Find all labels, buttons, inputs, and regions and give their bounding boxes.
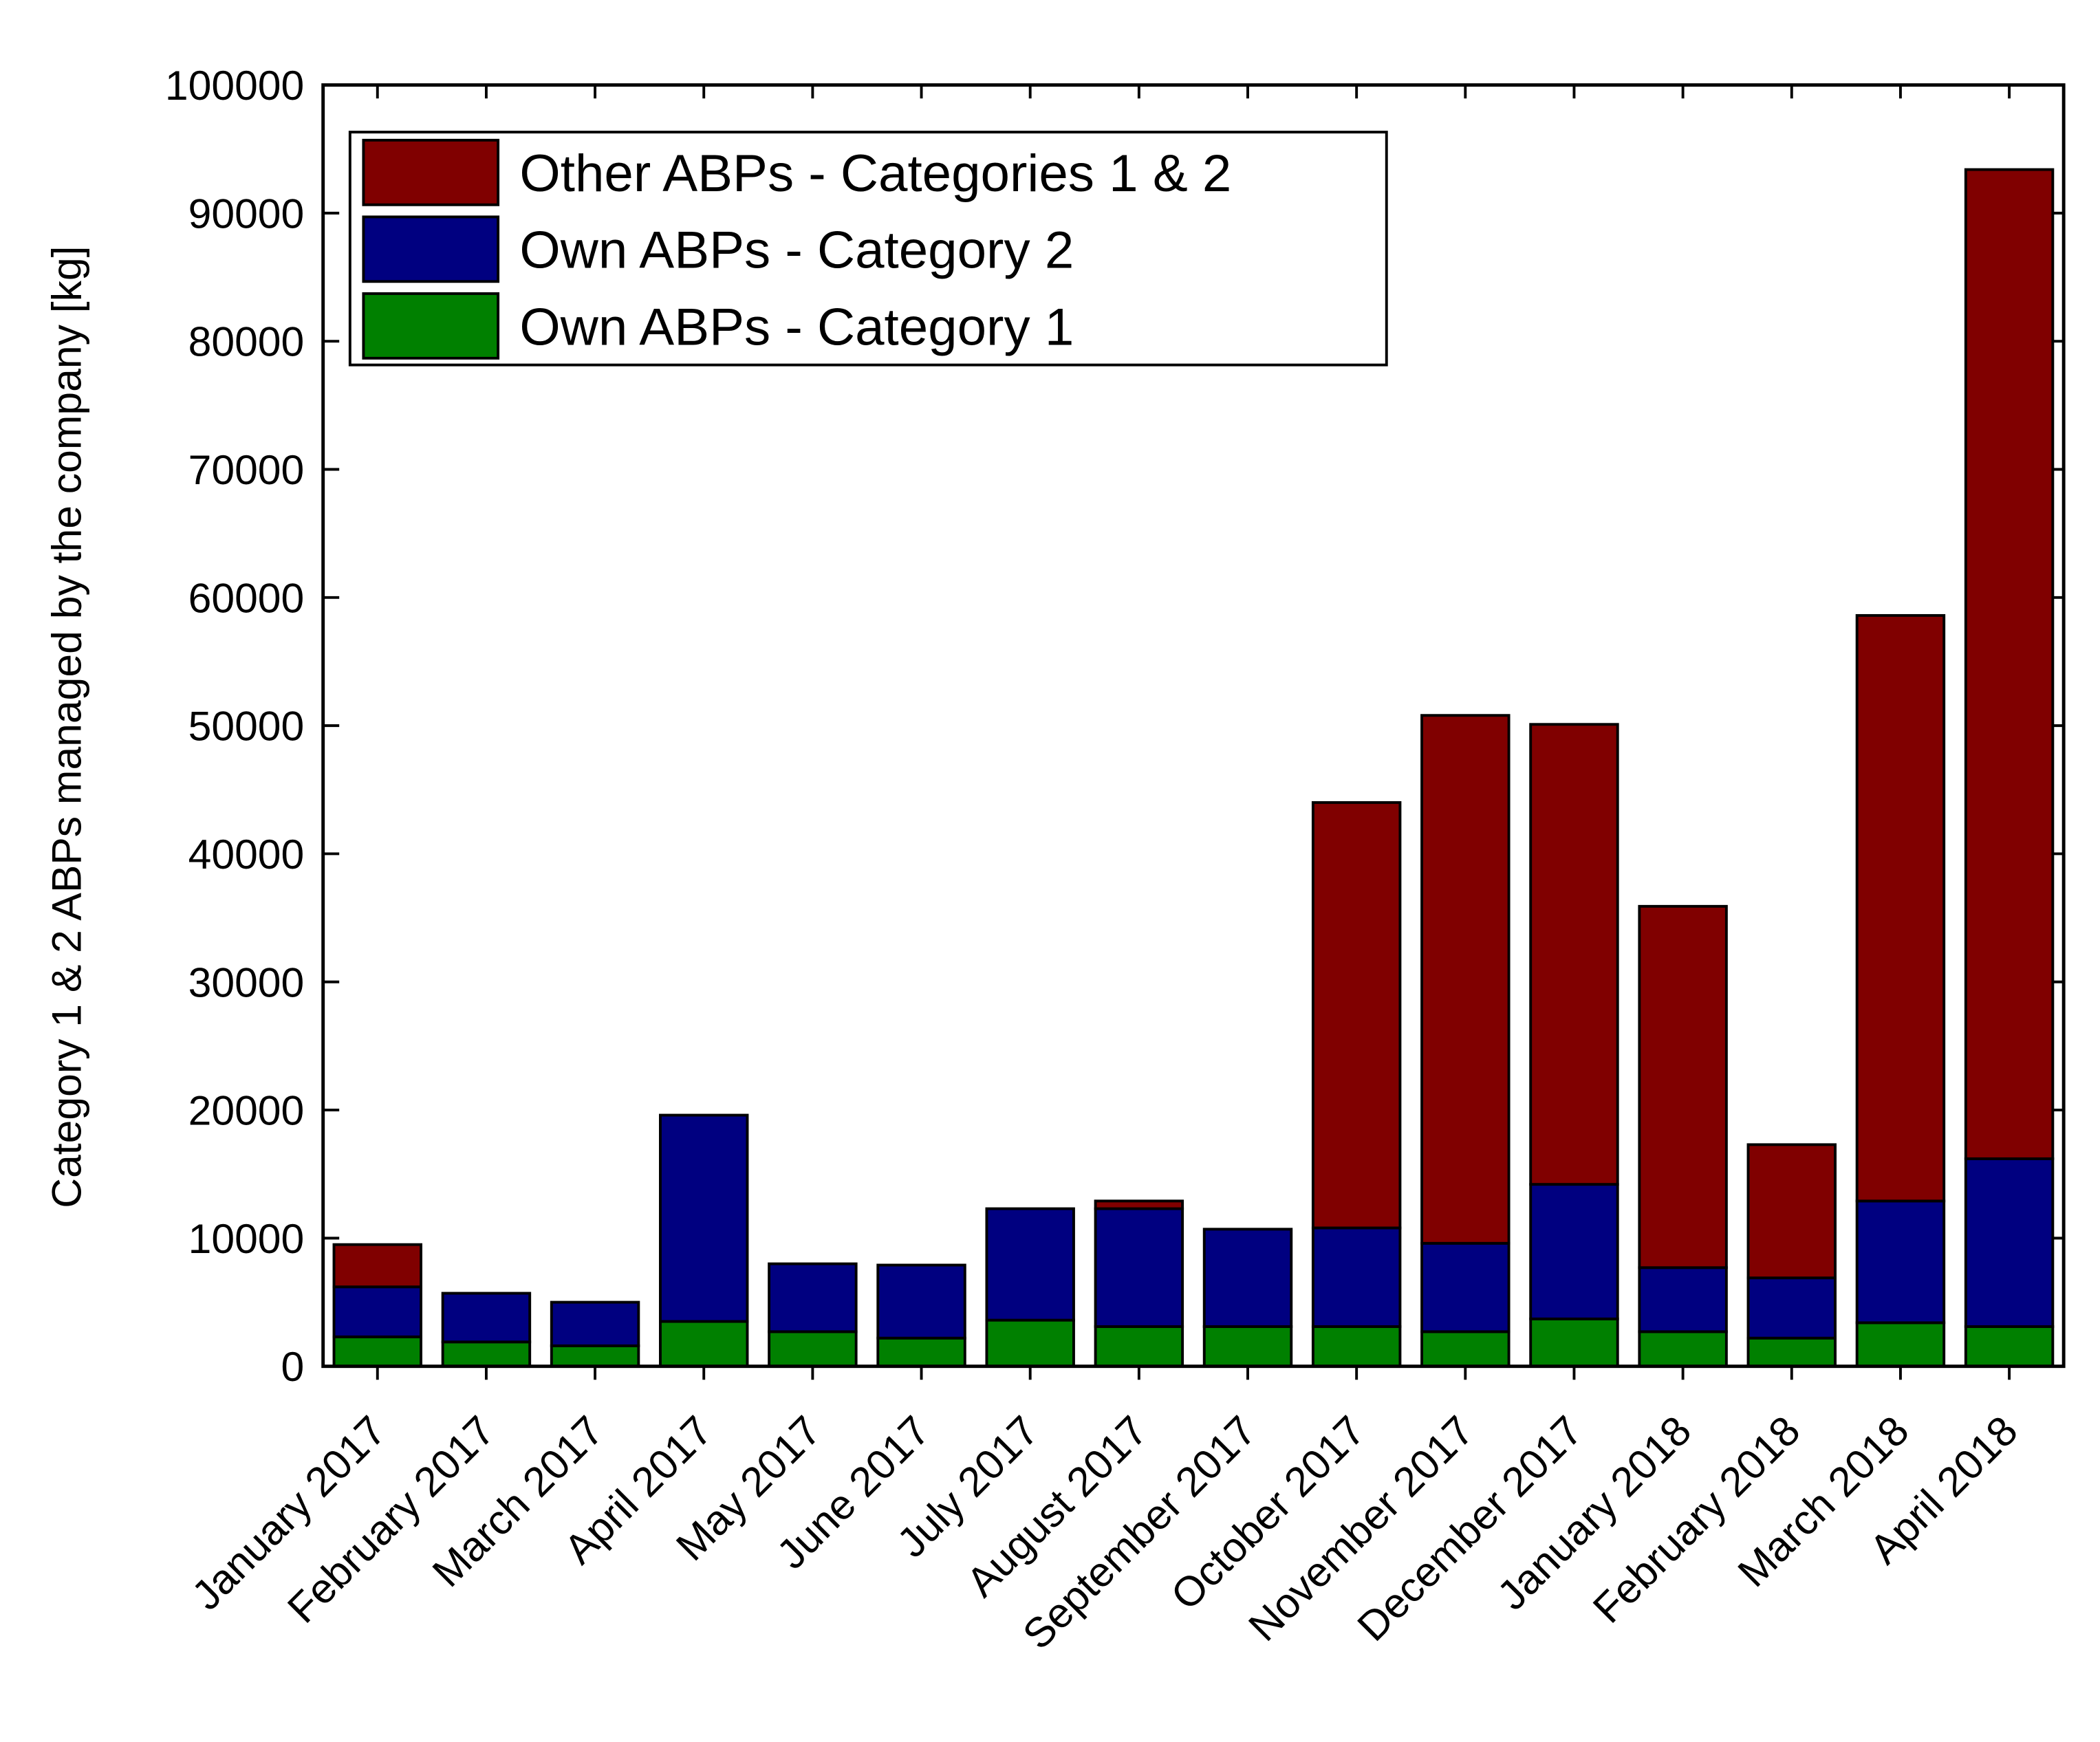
bar-segment (1420, 714, 1511, 1245)
legend-label: Own ABPs - Category 1 (519, 298, 1074, 356)
y-tick-label: 100000 (165, 62, 304, 109)
y-tick-label: 0 (281, 1343, 305, 1390)
bar-segment (1855, 1321, 1946, 1368)
y-tick-label: 80000 (188, 318, 305, 365)
bar-segment (985, 1207, 1075, 1322)
bar-segment (768, 1262, 858, 1333)
bar-segment (1311, 1325, 1402, 1368)
bar-segment (768, 1330, 858, 1368)
bar-segment (1746, 1143, 1837, 1280)
y-tick-label: 70000 (188, 446, 305, 493)
bar-segment (876, 1263, 966, 1340)
bar-segment (876, 1336, 966, 1368)
bar-segment (1202, 1228, 1293, 1328)
x-tick-label: January 2017 (183, 1407, 395, 1619)
plot-frame (321, 83, 2066, 1369)
bar-segment (1094, 1325, 1184, 1368)
legend-swatch (362, 138, 500, 206)
bar-segment (1529, 723, 1619, 1186)
bar-segment (1311, 801, 1402, 1230)
bar-segment (1964, 168, 2055, 1160)
bar-segment (441, 1340, 532, 1368)
bar-segment (659, 1113, 749, 1323)
bar-segment (1420, 1330, 1511, 1368)
bar-segment (659, 1320, 749, 1368)
legend-label: Other ABPs - Categories 1 & 2 (519, 144, 1231, 203)
legend-swatch (362, 215, 500, 283)
y-tick-label: 60000 (188, 574, 305, 621)
bar-segment (1094, 1207, 1184, 1328)
bar-segment (1094, 1199, 1184, 1210)
bar-segment (1311, 1226, 1402, 1328)
legend-box (348, 131, 1388, 367)
bar-segment (1855, 1199, 1946, 1325)
bar-segment (550, 1300, 640, 1347)
bar-segment (1855, 613, 1946, 1203)
bar-segment (1638, 1330, 1728, 1368)
legend-swatch (362, 292, 500, 360)
bar-segment (332, 1335, 422, 1368)
y-tick-label: 20000 (188, 1087, 305, 1134)
y-tick-label: 10000 (188, 1215, 305, 1262)
x-tick-label: January 2018 (1488, 1407, 1700, 1619)
bar-segment (1529, 1183, 1619, 1320)
bar-segment (332, 1243, 422, 1289)
bar-segment (1420, 1241, 1511, 1333)
bar-segment (441, 1292, 532, 1344)
bar-segment (1964, 1325, 2055, 1368)
bar-segment (1638, 904, 1728, 1270)
bar-segment (332, 1285, 422, 1338)
y-tick-label: 30000 (188, 959, 305, 1005)
y-tick-label: 50000 (188, 703, 305, 750)
bar-segment (985, 1318, 1075, 1368)
y-tick-label: 40000 (188, 831, 305, 878)
bar-segment (1529, 1317, 1619, 1368)
y-tick-label: 90000 (188, 190, 305, 237)
bar-segment (1202, 1325, 1293, 1368)
bar-segment (1746, 1336, 1837, 1368)
bar-segment (1964, 1157, 2055, 1328)
bar-segment (1746, 1276, 1837, 1340)
bar-segment (550, 1344, 640, 1368)
x-tick-label: October 2017 (1162, 1407, 1374, 1619)
bar-segment (1638, 1266, 1728, 1333)
legend-label: Own ABPs - Category 2 (519, 221, 1074, 280)
y-axis-label: Category 1 & 2 ABPs managed by the compa… (43, 246, 89, 1208)
